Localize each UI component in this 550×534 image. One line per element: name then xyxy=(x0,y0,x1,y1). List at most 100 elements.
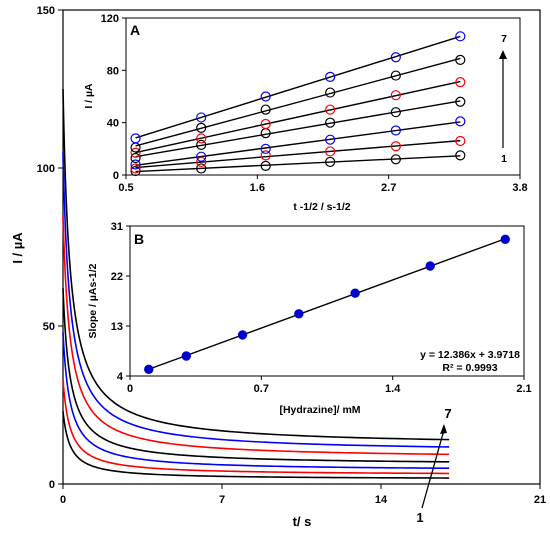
main-x-tick-label-3: 21 xyxy=(534,494,546,506)
inset-a-point-7-3 xyxy=(325,71,336,82)
inset-a-point-1-5 xyxy=(455,150,466,161)
main-curve-6 xyxy=(62,152,450,448)
inset-b-x-axis-label: [Hydrazine]/ mM xyxy=(279,404,360,416)
inset-a-point-1-1 xyxy=(196,163,207,174)
main-y-tick-label-0: 0 xyxy=(49,479,55,491)
inset-a-point-5-4 xyxy=(390,90,401,101)
inset-b-equation: y = 12.386x + 3.9718 xyxy=(420,349,520,361)
inset-b-point-1 xyxy=(181,351,191,361)
inset-a-y-tick-label-2: 80 xyxy=(107,65,119,77)
main-y-axis-label: I / µA xyxy=(10,232,25,264)
inset-a-point-6-4 xyxy=(390,70,401,81)
inset-a-point-3-4 xyxy=(390,125,401,136)
inset-a-point-3-5 xyxy=(455,116,466,127)
inset-a-point-6-1 xyxy=(196,122,207,134)
inset-a-point-5-2 xyxy=(260,118,271,130)
inset-a-fit-1 xyxy=(135,155,461,173)
inset-a-point-7-2 xyxy=(260,91,271,102)
inset-a-content: 0.5 1.6 2.7 3.8 0 40 80 120 xyxy=(101,13,528,194)
inset-a-x-tick-label-1: 1.6 xyxy=(250,182,265,194)
inset-a-y-tick-label-1: 40 xyxy=(107,118,119,130)
inset-b-y-tick-label-1: 13 xyxy=(111,321,123,333)
inset-a-fit-2 xyxy=(135,139,461,169)
inset-a-point-5-5 xyxy=(455,77,466,88)
inset-a-point-7-1 xyxy=(196,112,207,123)
inset-a-point-7-5 xyxy=(455,31,466,42)
main-curve-7 xyxy=(62,89,450,441)
inset-b-frame xyxy=(129,225,525,377)
inset-a-point-2-1 xyxy=(196,156,207,168)
main-curve-3 xyxy=(62,332,450,470)
main-curve-2 xyxy=(62,379,450,475)
inset-b-y-axis-label: Slope / µAs-1/2 xyxy=(87,263,99,338)
main-x-axis-label: t/ s xyxy=(293,514,312,529)
inset-a-fit-5 xyxy=(135,80,461,154)
inset-a-point-3-3 xyxy=(325,134,336,145)
inset-b: 0 0.7 1.4 2.1 4 13 22 31 B [Hydrazine]/ mM Slop… xyxy=(87,221,532,416)
main-curve-1 xyxy=(62,411,450,479)
inset-a-annotation-top: 7 xyxy=(501,33,507,45)
inset-a-point-2-0 xyxy=(130,163,141,174)
inset-b-point-2 xyxy=(237,330,248,340)
inset-a-point-2-4 xyxy=(390,141,401,152)
main-curves xyxy=(62,89,450,479)
main-y-tick-label-1: 50 xyxy=(43,321,55,333)
inset-b-y-tick-label-2: 22 xyxy=(111,271,123,283)
inset-b-r-squared: R² = 0.9993 xyxy=(442,362,497,374)
inset-a-panel-letter: A xyxy=(130,22,140,38)
inset-a: 0.5 1.6 2.7 3.8 0 40 80 120 A t -1/2 / s-1/2 I … xyxy=(83,13,528,213)
inset-a-x-tick-label-0: 0.5 xyxy=(118,182,133,194)
main-annotation-arrow-line xyxy=(421,429,445,509)
inset-a-point-4-1 xyxy=(196,139,207,151)
inset-b-point-4 xyxy=(350,288,360,298)
inset-a-y-tick-label-0: 0 xyxy=(113,170,119,182)
main-y-tick-label-3: 150 xyxy=(37,5,55,17)
inset-b-x-tick-label-3: 2.1 xyxy=(516,383,531,395)
inset-b-x-tick-label-1: 0.7 xyxy=(254,383,269,395)
inset-a-x-axis-label: t -1/2 / s-1/2 xyxy=(293,201,350,213)
main-x-tick-label-0: 0 xyxy=(60,494,66,506)
inset-a-y-tick-label-3: 120 xyxy=(101,13,119,25)
main-curve-5 xyxy=(62,215,450,456)
inset-b-content: 0 0.7 1.4 2.1 4 13 22 31 xyxy=(111,221,532,395)
inset-a-point-3-2 xyxy=(260,143,271,154)
inset-a-point-4-5 xyxy=(455,96,466,107)
inset-a-point-5-1 xyxy=(196,133,207,144)
inset-b-point-3 xyxy=(294,309,304,319)
inset-b-point-5 xyxy=(425,261,435,271)
inset-a-x-tick-label-2: 2.7 xyxy=(381,182,396,194)
inset-a-arrowhead xyxy=(499,50,507,59)
inset-a-point-1-4 xyxy=(390,154,401,165)
inset-a-y-axis-label: I / µA xyxy=(83,83,95,109)
inset-a-fit-4 xyxy=(135,100,461,158)
inset-a-point-1-0 xyxy=(130,165,141,177)
inset-a-point-6-2 xyxy=(260,104,271,115)
inset-a-point-3-1 xyxy=(196,151,207,162)
main-annotation-arrowhead xyxy=(440,424,447,434)
inset-a-point-1-3 xyxy=(325,156,336,168)
inset-b-point-6 xyxy=(500,234,510,245)
inset-b-x-tick-label-0: 0 xyxy=(127,383,133,395)
main-y-tick-label-2: 100 xyxy=(37,163,55,175)
inset-a-point-1-2 xyxy=(260,160,271,171)
inset-a-point-4-3 xyxy=(325,117,336,128)
main-x-tick-label-1: 7 xyxy=(219,494,225,506)
inset-b-panel-letter: B xyxy=(134,231,144,247)
inset-a-fit-7 xyxy=(135,35,461,139)
inset-a-point-2-2 xyxy=(260,150,271,161)
inset-b-x-tick-label-2: 1.4 xyxy=(385,383,401,395)
inset-a-fit-6 xyxy=(135,57,461,147)
inset-a-point-4-4 xyxy=(390,107,401,118)
main-annotation-top: 7 xyxy=(444,406,451,421)
inset-b-y-tick-label-3: 31 xyxy=(111,221,123,233)
inset-a-frame xyxy=(125,17,521,176)
main-annotation-bottom: 1 xyxy=(416,510,423,525)
inset-b-fit-line xyxy=(148,238,506,370)
inset-a-point-7-0 xyxy=(130,133,141,144)
inset-a-fit-3 xyxy=(135,121,461,167)
inset-a-point-3-0 xyxy=(130,159,141,170)
inset-a-point-7-4 xyxy=(390,52,401,63)
inset-a-point-6-5 xyxy=(455,54,466,65)
